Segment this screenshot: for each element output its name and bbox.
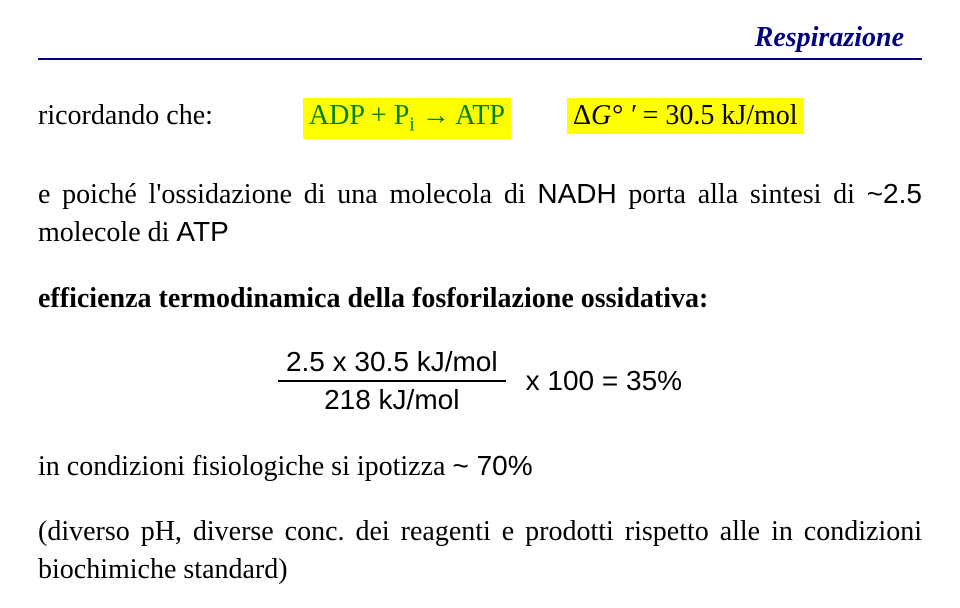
para-foot: (diverso pH, diverse conc. dei reagenti …: [38, 513, 922, 589]
frac-num: 2.5 x 30.5 kJ/mol: [278, 346, 506, 380]
para-fis: in condizioni fisiologiche si ipotizza ~…: [38, 450, 922, 483]
dg-g: G° ′: [591, 100, 636, 131]
header-rule: [38, 58, 922, 60]
fraction-block: 2.5 x 30.5 kJ/mol 218 kJ/mol x 100 = 35%: [200, 346, 760, 416]
equation-highlight: ADP + Pi → ATP: [303, 98, 511, 139]
fis-pre: in condizioni fisiologiche si ipotizza: [38, 451, 452, 482]
p1-atp: ATP: [176, 216, 228, 247]
dg-highlight: ΔG° ′ = 30.5 kJ/mol: [567, 98, 804, 134]
dg-delta: Δ: [573, 100, 591, 131]
eq-arrow: →: [415, 100, 455, 131]
p1-post: molecole di: [38, 217, 176, 248]
frac-rest: x 100 = 35%: [526, 365, 682, 397]
p1-mid: porta alla sintesi di: [617, 179, 867, 210]
line-ricordando: ricordando che: ADP + Pi → ATP ΔG° ′ = 3…: [38, 98, 922, 139]
header-title: Respirazione: [755, 22, 904, 54]
dg-val: = 30.5 kJ/mol: [636, 100, 798, 131]
content-area: ricordando che: ADP + Pi → ATP ΔG° ′ = 3…: [38, 98, 922, 589]
para-nadh: e poiché l'ossidazione di una molecola d…: [38, 175, 922, 253]
eff-label: efficienza termodinamica della fosforila…: [38, 283, 708, 314]
frac-den: 218 kJ/mol: [316, 382, 467, 416]
fraction: 2.5 x 30.5 kJ/mol 218 kJ/mol: [278, 346, 506, 416]
eq-left: ADP + P: [309, 100, 409, 131]
eq-right: ATP: [455, 100, 505, 131]
p1-approx: ~2.5: [867, 178, 922, 209]
p1-pre: e poiché l'ossidazione di una molecola d…: [38, 179, 537, 210]
p1-nadh: NADH: [537, 178, 616, 209]
fis-val: ~ 70%: [452, 450, 532, 481]
para-eff: efficienza termodinamica della fosforila…: [38, 280, 922, 318]
header: Respirazione: [0, 22, 960, 54]
ricordando-label: ricordando che:: [38, 100, 213, 132]
foot-text: (diverso pH, diverse conc. dei reagenti …: [38, 516, 922, 585]
